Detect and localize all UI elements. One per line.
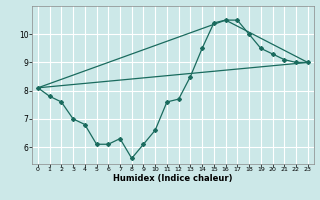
X-axis label: Humidex (Indice chaleur): Humidex (Indice chaleur) bbox=[113, 174, 233, 183]
